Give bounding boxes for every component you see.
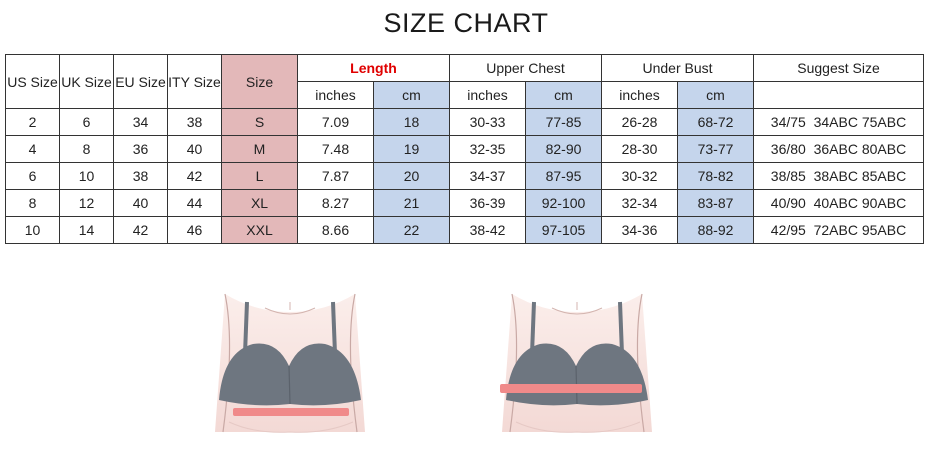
cell-size: S bbox=[221, 108, 298, 136]
cell-chest-inches: 36-39 bbox=[449, 189, 526, 217]
subheader-bust-cm: cm bbox=[676, 81, 755, 109]
header-suggest-size: Suggest Size bbox=[753, 54, 925, 82]
cell-us: 8 bbox=[5, 189, 60, 217]
cell-chest-cm: 97-105 bbox=[525, 216, 602, 244]
subheader-length-inches: inches bbox=[297, 81, 374, 109]
cell-length-cm: 20 bbox=[373, 162, 450, 190]
subheader-suggest-empty bbox=[753, 81, 925, 109]
cell-bust-cm: 88-92 bbox=[676, 216, 755, 244]
cell-eu: 34 bbox=[113, 108, 168, 136]
header-us-size: US Size bbox=[5, 54, 60, 109]
cell-suggest: 42/95 72ABC 95ABC bbox=[753, 216, 925, 244]
cell-size: L bbox=[221, 162, 298, 190]
cell-bust-inches: 26-28 bbox=[601, 108, 678, 136]
size-chart-table: US Size UK Size EU Size ITY Size Size Le… bbox=[5, 54, 925, 244]
header-eu-size: EU Size bbox=[113, 54, 168, 109]
cell-length-cm: 19 bbox=[373, 135, 450, 163]
cell-suggest: 34/75 34ABC 75ABC bbox=[753, 108, 925, 136]
cell-length-inches: 8.66 bbox=[297, 216, 374, 244]
cell-size: M bbox=[221, 135, 298, 163]
cell-eu: 38 bbox=[113, 162, 168, 190]
cell-chest-inches: 30-33 bbox=[449, 108, 526, 136]
cell-uk: 10 bbox=[59, 162, 114, 190]
subheader-bust-inches: inches bbox=[601, 81, 678, 109]
header-upper-chest: Upper Chest bbox=[449, 54, 602, 82]
subheader-chest-inches: inches bbox=[449, 81, 526, 109]
cell-uk: 12 bbox=[59, 189, 114, 217]
upper-chest-illustration bbox=[492, 282, 662, 442]
cell-eu: 36 bbox=[113, 135, 168, 163]
cell-us: 4 bbox=[5, 135, 60, 163]
cell-length-inches: 7.09 bbox=[297, 108, 374, 136]
cell-us: 10 bbox=[5, 216, 60, 244]
subheader-chest-cm: cm bbox=[525, 81, 602, 109]
cell-bust-cm: 78-82 bbox=[676, 162, 755, 190]
table-row: 6 10 38 42 L 7.87 20 34-37 87-95 30-32 7… bbox=[5, 162, 925, 190]
cell-length-cm: 18 bbox=[373, 108, 450, 136]
header-ity-size: ITY Size bbox=[167, 54, 222, 109]
cell-size: XL bbox=[221, 189, 298, 217]
cell-us: 6 bbox=[5, 162, 60, 190]
cell-eu: 40 bbox=[113, 189, 168, 217]
cell-ity: 40 bbox=[167, 135, 222, 163]
cell-bust-cm: 68-72 bbox=[676, 108, 755, 136]
cell-bust-inches: 30-32 bbox=[601, 162, 678, 190]
cell-uk: 8 bbox=[59, 135, 114, 163]
cell-chest-inches: 32-35 bbox=[449, 135, 526, 163]
cell-bust-cm: 73-77 bbox=[676, 135, 755, 163]
cell-chest-cm: 82-90 bbox=[525, 135, 602, 163]
page-title: SIZE CHART bbox=[383, 8, 549, 38]
measure-band-icon bbox=[500, 384, 642, 393]
cell-bust-inches: 28-30 bbox=[601, 135, 678, 163]
table-row: 2 6 34 38 S 7.09 18 30-33 77-85 26-28 68… bbox=[5, 108, 925, 136]
bra-chest-measure-icon bbox=[500, 293, 652, 433]
cell-size: XXL bbox=[221, 216, 298, 244]
header-size: Size bbox=[221, 54, 298, 109]
cell-bust-inches: 32-34 bbox=[601, 189, 678, 217]
bra-under-bust-measure-icon bbox=[215, 293, 365, 433]
cell-eu: 42 bbox=[113, 216, 168, 244]
cell-ity: 46 bbox=[167, 216, 222, 244]
cell-suggest: 36/80 36ABC 80ABC bbox=[753, 135, 925, 163]
cell-chest-inches: 34-37 bbox=[449, 162, 526, 190]
cell-chest-cm: 87-95 bbox=[525, 162, 602, 190]
cell-length-inches: 7.48 bbox=[297, 135, 374, 163]
measure-band-icon bbox=[233, 408, 349, 416]
cell-uk: 14 bbox=[59, 216, 114, 244]
cell-uk: 6 bbox=[59, 108, 114, 136]
cell-ity: 42 bbox=[167, 162, 222, 190]
cell-ity: 44 bbox=[167, 189, 222, 217]
cell-bust-cm: 83-87 bbox=[676, 189, 755, 217]
cell-length-inches: 8.27 bbox=[297, 189, 374, 217]
cell-us: 2 bbox=[5, 108, 60, 136]
table-row: 10 14 42 46 XXL 8.66 22 38-42 97-105 34-… bbox=[5, 216, 925, 244]
header-under-bust: Under Bust bbox=[600, 54, 755, 82]
subheader-length-cm: cm bbox=[373, 81, 450, 109]
header-uk-size: UK Size bbox=[59, 54, 114, 109]
cell-length-cm: 22 bbox=[373, 216, 450, 244]
under-bust-illustration bbox=[205, 282, 375, 442]
cell-ity: 38 bbox=[167, 108, 222, 136]
cell-suggest: 40/90 40ABC 90ABC bbox=[753, 189, 925, 217]
cell-chest-cm: 77-85 bbox=[525, 108, 602, 136]
cell-chest-inches: 38-42 bbox=[449, 216, 526, 244]
cell-suggest: 38/85 38ABC 85ABC bbox=[753, 162, 925, 190]
table-row: 4 8 36 40 M 7.48 19 32-35 82-90 28-30 73… bbox=[5, 135, 925, 163]
cell-bust-inches: 34-36 bbox=[601, 216, 678, 244]
cell-length-cm: 21 bbox=[373, 189, 450, 217]
table-row: 8 12 40 44 XL 8.27 21 36-39 92-100 32-34… bbox=[5, 189, 925, 217]
cell-chest-cm: 92-100 bbox=[525, 189, 602, 217]
cell-length-inches: 7.87 bbox=[297, 162, 374, 190]
header-length: Length bbox=[297, 54, 450, 82]
